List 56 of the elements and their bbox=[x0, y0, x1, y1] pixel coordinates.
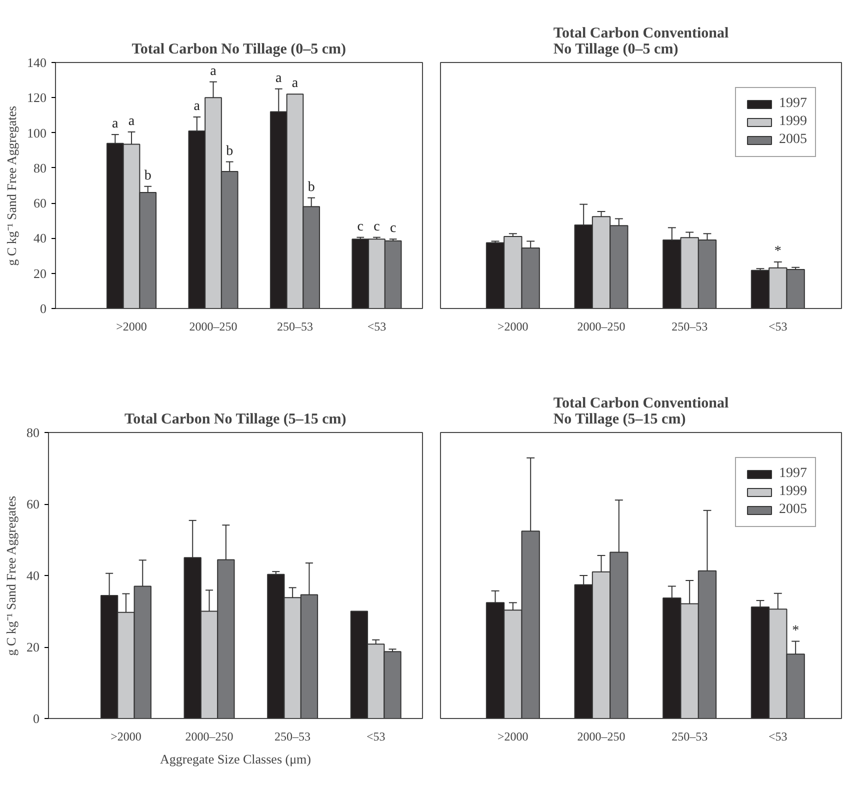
y-tick-label: 20 bbox=[34, 266, 46, 281]
y-tick-label: 0 bbox=[40, 301, 46, 316]
x-tick-label: >2000 bbox=[110, 730, 142, 744]
y-tick-label: 40 bbox=[34, 230, 46, 246]
chart-title: Total Carbon No Tillage (5–15 cm) bbox=[124, 412, 346, 428]
data-label: c bbox=[357, 219, 364, 234]
x-tick-label: <53 bbox=[366, 730, 386, 744]
y-tick-label: 0 bbox=[33, 711, 40, 726]
x-tick-label: <53 bbox=[367, 320, 386, 334]
y-tick-label: 120 bbox=[27, 90, 46, 106]
x-tick-label: 250–53 bbox=[672, 320, 708, 334]
y-axis-title: g C kg⁻¹ Sand Free Aggregates bbox=[4, 106, 19, 266]
chart-title: Total Carbon Conventional No Tillage (5–15 cm) bbox=[553, 396, 729, 428]
y-tick-label: 60 bbox=[34, 196, 46, 211]
data-label: c bbox=[390, 221, 396, 236]
legend-label: 2005 bbox=[779, 502, 807, 518]
chart-title: Total Carbon Conventional No Tillage (0–5 cm) bbox=[553, 26, 729, 58]
x-tick-label: 250–53 bbox=[672, 730, 708, 744]
x-tick-label: 2000–250 bbox=[189, 320, 238, 334]
y-tick-label: 140 bbox=[27, 55, 46, 70]
x-tick-label: >2000 bbox=[498, 320, 528, 334]
x-tick-label: >2000 bbox=[498, 730, 528, 744]
data-label: a bbox=[276, 70, 283, 86]
data-label: b bbox=[226, 144, 234, 159]
data-label: a bbox=[128, 114, 136, 129]
data-label: a bbox=[210, 64, 218, 79]
y-tick-label: 100 bbox=[27, 125, 46, 140]
x-tick-label: >2000 bbox=[116, 320, 147, 334]
chart-title: Total Carbon No Tillage (0–5 cm) bbox=[132, 42, 346, 58]
y-tick-label: 40 bbox=[26, 568, 40, 583]
y-tick-label: 20 bbox=[26, 640, 40, 654]
y-tick-label: 80 bbox=[34, 160, 46, 176]
x-axis-title: Aggregate Size Classes (μm) bbox=[160, 752, 312, 766]
data-label: b bbox=[308, 180, 315, 195]
data-label: c bbox=[374, 219, 380, 234]
legend-label: 1999 bbox=[779, 114, 807, 130]
x-tick-label: <53 bbox=[768, 320, 788, 334]
data-label: a bbox=[292, 76, 299, 92]
data-label: a bbox=[194, 98, 201, 114]
x-tick-label: 2000–250 bbox=[577, 320, 626, 334]
legend-label: 1997 bbox=[779, 466, 807, 482]
y-axis-title: g C kg⁻¹ Sand Free Aggregates bbox=[4, 496, 18, 656]
data-label: b bbox=[144, 168, 152, 184]
data-label: * bbox=[774, 244, 782, 259]
data-label: a bbox=[112, 116, 120, 132]
x-tick-label: 250–53 bbox=[274, 730, 311, 744]
legend-label: 1999 bbox=[779, 484, 807, 500]
y-tick-label: 80 bbox=[26, 425, 40, 440]
x-tick-label: 250–53 bbox=[276, 320, 313, 334]
legend-label: 1997 bbox=[779, 96, 807, 112]
y-tick-label: 60 bbox=[26, 496, 40, 512]
data-label: * bbox=[792, 623, 800, 638]
x-tick-label: <53 bbox=[768, 730, 788, 744]
x-tick-label: 2000–250 bbox=[577, 730, 626, 744]
legend-label: 2005 bbox=[779, 132, 807, 148]
x-tick-label: 2000–250 bbox=[185, 730, 234, 744]
